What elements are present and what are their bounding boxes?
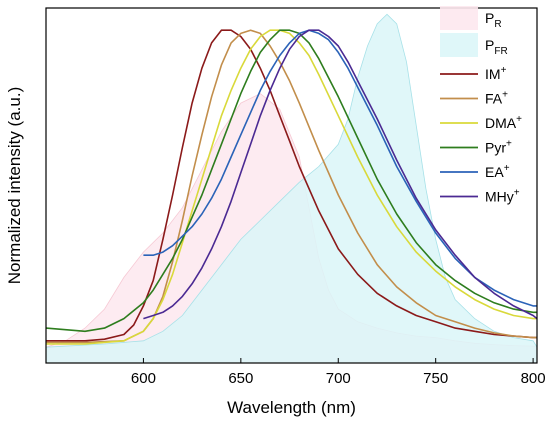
plot-frame	[45, 7, 538, 364]
legend: PR PFR IM+ FA+ DMA+ Pyr+ EA+ MHy+	[440, 6, 522, 205]
legend-swatch-p-fr	[440, 33, 478, 57]
legend-label-pyr-plus: Pyr+	[485, 139, 512, 156]
y-axis-title: Normalized intensity (a.u.)	[5, 87, 24, 284]
x-tick-label: 750	[423, 370, 448, 387]
x-tick-label: 700	[326, 370, 351, 387]
series-line-pyr-plus	[46, 29, 537, 333]
x-axis-ticks: 600 650 700 750 800	[131, 358, 546, 387]
x-tick-label: 800	[521, 370, 546, 387]
x-axis-title: Wavelength (nm)	[227, 398, 356, 417]
series-line-ea-plus	[143, 29, 537, 307]
x-tick-label: 650	[228, 370, 253, 387]
x-tick-label: 600	[131, 370, 156, 387]
legend-swatch-p-r	[440, 6, 478, 30]
series-line-fa-plus	[46, 29, 537, 344]
series-line-im-plus	[46, 29, 537, 342]
series-line-dma-plus	[46, 29, 537, 345]
legend-label-p-fr: PFR	[485, 37, 508, 57]
absorption-areas	[46, 13, 537, 363]
legend-label-im-plus: IM+	[485, 65, 507, 82]
legend-label-dma-plus: DMA+	[485, 114, 522, 131]
area-p-fr	[46, 13, 537, 363]
legend-label-ea-plus: EA+	[485, 163, 510, 180]
legend-label-fa-plus: FA+	[485, 90, 508, 107]
series-line-mhy-plus	[143, 29, 537, 320]
legend-label-mhy-plus: MHy+	[485, 188, 520, 205]
emission-lines	[46, 29, 537, 345]
legend-label-p-r: PR	[485, 10, 502, 30]
